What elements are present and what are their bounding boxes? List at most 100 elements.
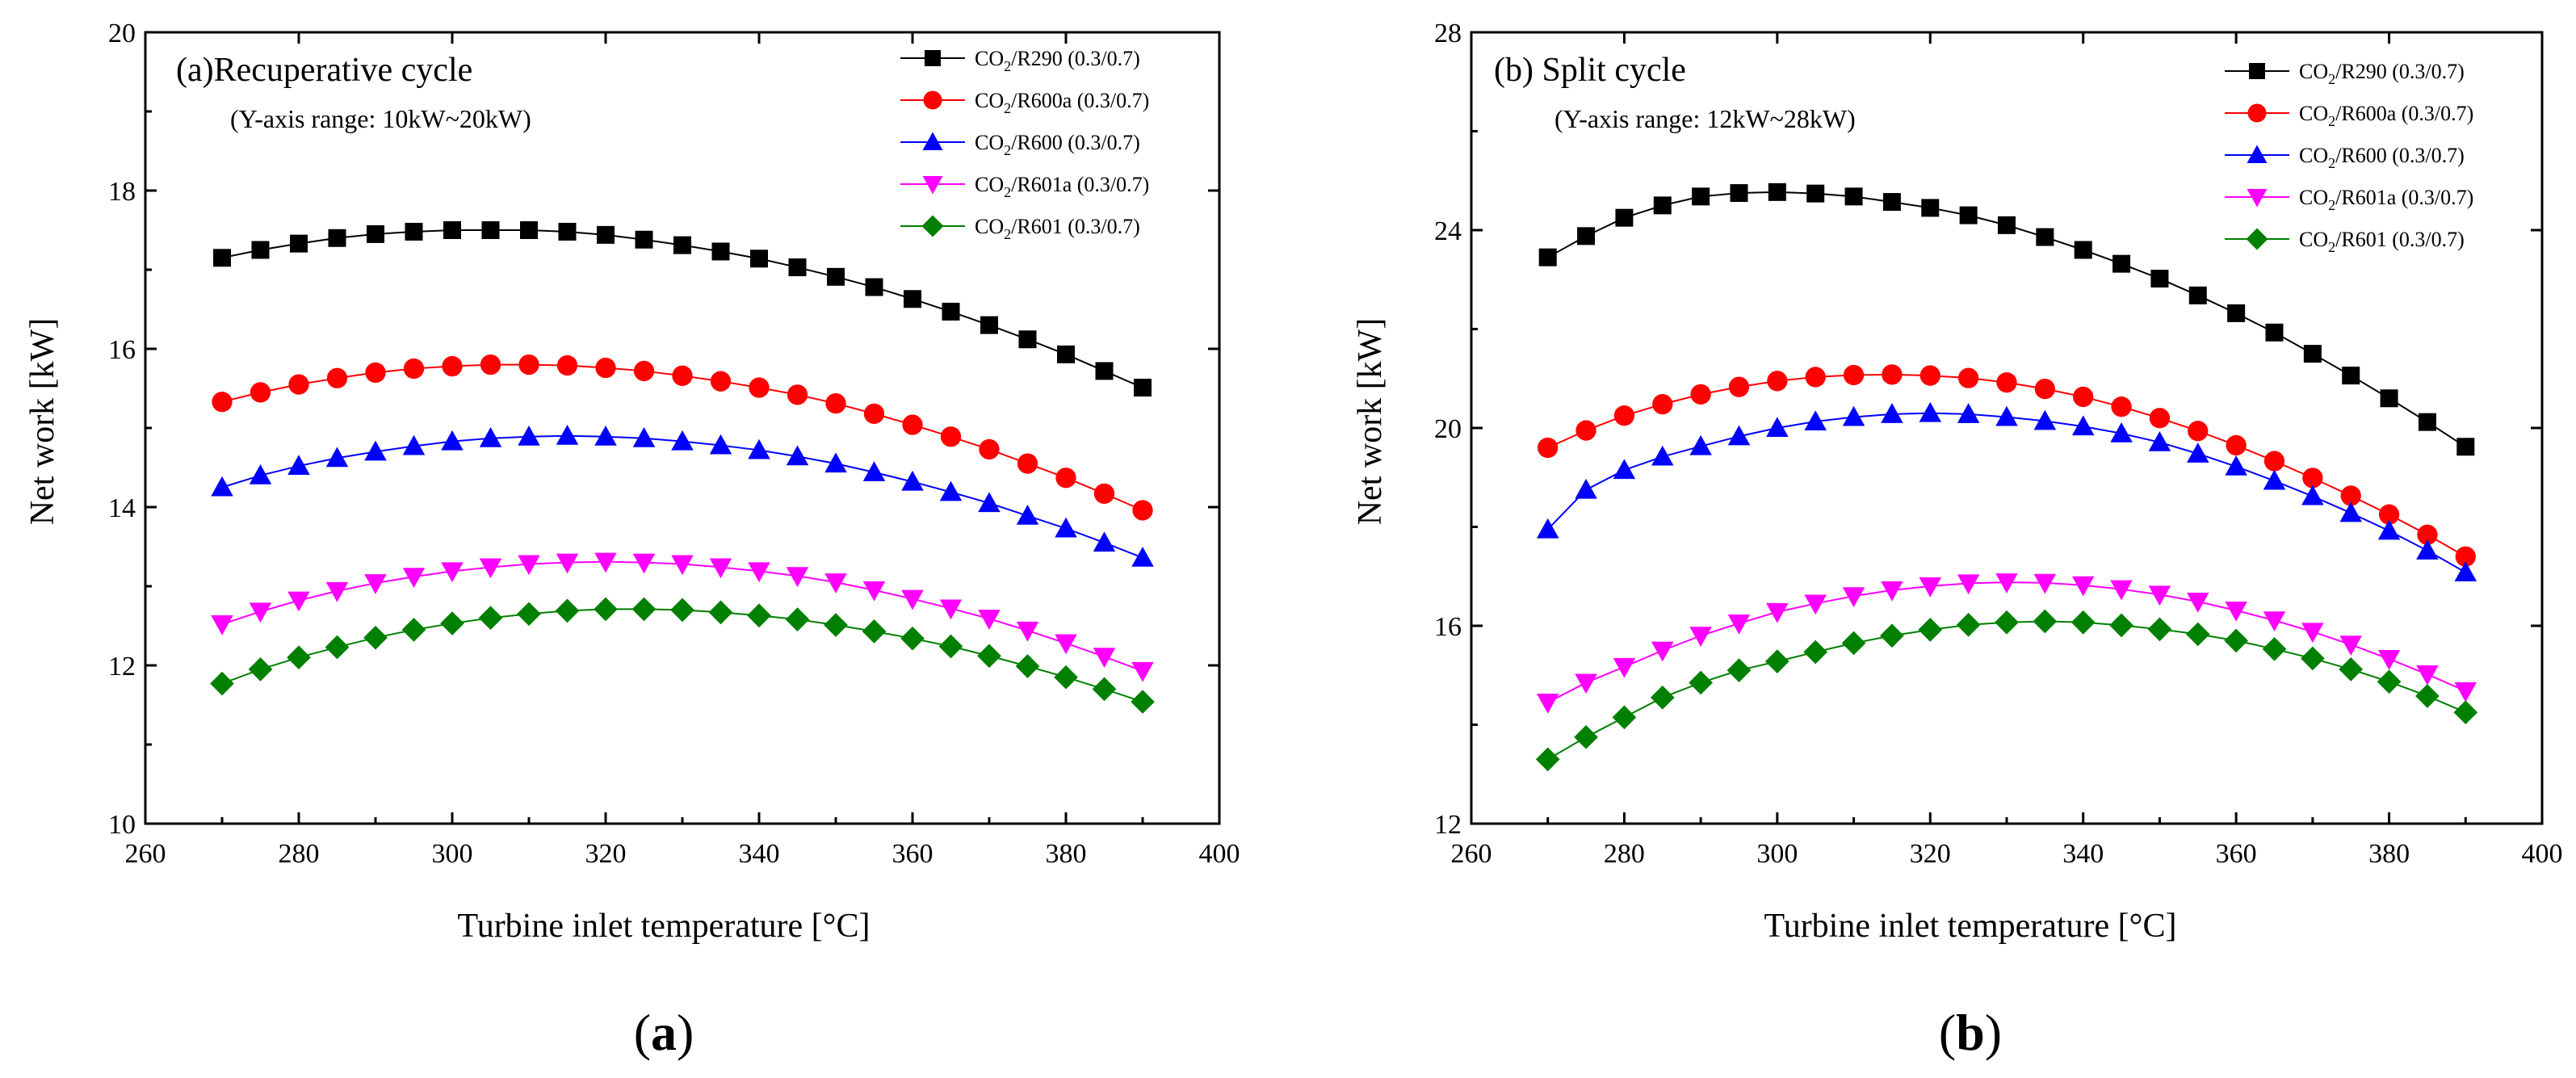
panel-a-data-point-r600a bbox=[1017, 453, 1038, 474]
panel-b-data-point-r600a bbox=[1996, 372, 2017, 393]
panel-a-y-tick-label: 12 bbox=[108, 652, 136, 682]
panel-a-data-point-r600a bbox=[633, 360, 655, 382]
panel-b-data-point-r600 bbox=[1536, 518, 1559, 539]
panel-b-data-point-r600a bbox=[2417, 524, 2438, 545]
panel-a-data-point-r600 bbox=[1093, 531, 1116, 552]
panel-b-x-tick-label: 360 bbox=[2216, 839, 2257, 869]
panel-a-data-point-r601 bbox=[363, 625, 388, 650]
panel-a-data-point-r290 bbox=[405, 222, 423, 241]
panel-a-data-point-r290 bbox=[443, 221, 461, 239]
panel-b-x-tick-label: 380 bbox=[2368, 839, 2410, 869]
panel-a-data-point-r600 bbox=[632, 426, 656, 447]
panel-b-data-point-r600a bbox=[1652, 393, 1673, 415]
panel-b-data-point-r600a bbox=[2111, 396, 2132, 417]
panel-b-data-point-r600a bbox=[2188, 421, 2209, 442]
panel-b-data-point-r601 bbox=[2415, 684, 2440, 708]
panel-a-data-point-r601 bbox=[824, 613, 848, 637]
panel-a-data-point-r601 bbox=[478, 606, 503, 631]
panel-b-legend-marker-r601a bbox=[2247, 189, 2268, 208]
panel-b-data-point-r290 bbox=[1730, 184, 1748, 203]
panel-b-data-point-r600 bbox=[2263, 469, 2286, 490]
panel-b-data-point-r600 bbox=[2187, 443, 2209, 463]
panel-a-legend-marker-r600a bbox=[923, 90, 942, 110]
panel-a-data-point-r600 bbox=[939, 480, 963, 501]
panel-a-data-point-r290 bbox=[980, 316, 998, 334]
panel-b-data-point-r601 bbox=[2262, 636, 2287, 661]
panel-a-legend: CO2/R290 (0.3/0.7) CO2/R600a (0.3/0.7) CO2… bbox=[900, 47, 1149, 242]
panel-b-data-point-r290 bbox=[2418, 413, 2436, 431]
panel-a-data-point-r290 bbox=[827, 267, 845, 286]
panel-a-data-point-r600a bbox=[480, 354, 501, 375]
panel-b-data-point-r290 bbox=[1844, 187, 1863, 206]
panel-b-data-point-r601a bbox=[1804, 594, 1827, 615]
panel-a-data-point-r601 bbox=[938, 634, 963, 659]
panel-a-data-point-r601 bbox=[862, 619, 887, 644]
panel-b-data-point-r601a bbox=[1536, 693, 1559, 714]
panel-b-x-tick-label: 400 bbox=[2522, 839, 2563, 869]
panel-b-data-point-r600 bbox=[2377, 519, 2401, 540]
panel-b-data-point-r601a bbox=[2148, 585, 2171, 606]
panel-a-label-close: ) bbox=[677, 1004, 694, 1061]
panel-b-data-point-r601a bbox=[2225, 602, 2247, 622]
panel-b-data-point-r290 bbox=[2036, 228, 2054, 246]
panel-a-data-point-r290 bbox=[558, 222, 577, 241]
panel-a-x-tick-label: 320 bbox=[585, 839, 627, 869]
panel-b-data-point-r600 bbox=[1766, 417, 1789, 437]
panel-a-data-point-r600a bbox=[326, 367, 348, 388]
panel-a-data-point-r601a bbox=[709, 558, 732, 579]
panel-b-data-point-r600a bbox=[2263, 451, 2285, 472]
panel-b-data-point-r601a bbox=[2187, 592, 2209, 613]
panel-a-data-point-r601 bbox=[785, 607, 810, 632]
panel-b-data-point-r600 bbox=[1842, 405, 1865, 426]
panel-a-data-point-r601 bbox=[1054, 665, 1078, 690]
panel-a-data-point-r601a bbox=[249, 602, 272, 623]
panel-b-data-point-r600 bbox=[1727, 425, 1751, 446]
panel-b-data-point-r601 bbox=[2377, 669, 2402, 694]
panel-a-data-point-r600 bbox=[402, 434, 426, 455]
panel-b-data-point-r290 bbox=[1959, 206, 1978, 224]
panel-b-y-tick-label: 16 bbox=[1434, 612, 1462, 642]
panel-a-data-point-r600a bbox=[1093, 483, 1115, 504]
panel-a-data-point-r601 bbox=[401, 618, 426, 642]
panel-b-data-point-r601a bbox=[1919, 577, 1942, 598]
panel-a-data-point-r600 bbox=[287, 455, 310, 476]
panel-b-data-point-r601a bbox=[2454, 682, 2477, 703]
panel-a-data-point-r601a bbox=[671, 555, 694, 576]
panel-b-data-point-r290 bbox=[1653, 196, 1672, 215]
panel-a-data-point-r601a bbox=[1131, 661, 1154, 682]
panel-b-data-point-r600 bbox=[1804, 410, 1827, 431]
panel-a-data-point-r290 bbox=[1095, 362, 1114, 380]
panel-a-legend-marker-r600 bbox=[922, 132, 943, 150]
panel-a-data-point-r600a bbox=[556, 354, 578, 376]
panel-a-data-point-r600a bbox=[787, 384, 808, 405]
panel-b-legend-label-r600: CO2/R600 (0.3/0.7) bbox=[2299, 144, 2465, 171]
panel-a-y-tick-label: 18 bbox=[108, 177, 136, 207]
panel-a-legend-marker-r290 bbox=[925, 50, 941, 66]
panel-b-data-point-r290 bbox=[1577, 227, 1596, 245]
panel-b-data-point-r601a bbox=[1575, 673, 1597, 694]
panel-b-data-point-r290 bbox=[1615, 208, 1634, 227]
panel-b-data-point-r600 bbox=[2339, 501, 2362, 522]
panel-a-data-point-r600a bbox=[710, 371, 732, 392]
panel-a-data-point-r290 bbox=[750, 250, 768, 268]
panel-b-data-point-r600 bbox=[2033, 409, 2057, 430]
panel-a-y-tick-label: 10 bbox=[108, 810, 136, 840]
panel-b-x-tick-label: 260 bbox=[1451, 839, 1492, 869]
panel-a-data-point-r600a bbox=[902, 414, 923, 435]
panel-a-data-point-r601a bbox=[518, 555, 540, 576]
panel-b-data-point-r601 bbox=[1803, 640, 1828, 665]
panel-a-data-point-r601 bbox=[440, 611, 464, 635]
panel-b-data-point-r290 bbox=[1768, 182, 1786, 201]
panel-b-data-point-r601 bbox=[1726, 658, 1752, 682]
panel-b-data-point-r600a bbox=[1919, 365, 1940, 386]
panel-b-data-point-r600 bbox=[1995, 405, 2018, 426]
panel-b-data-point-r600a bbox=[1575, 420, 1596, 441]
panel-a-x-axis-title: Turbine inlet temperature [°C] bbox=[458, 908, 871, 945]
panel-b-data-point-r600a bbox=[1843, 364, 1865, 386]
panel-a-data-point-r600a bbox=[365, 362, 386, 384]
panel-b-x-tick-label: 320 bbox=[1910, 839, 1951, 869]
panel-b-data-point-r601 bbox=[1841, 631, 1866, 656]
panel-a-data-point-r600a bbox=[979, 438, 1000, 460]
panel-b-data-point-r600 bbox=[1613, 459, 1636, 480]
panel-b-data-point-r601 bbox=[2109, 613, 2133, 638]
